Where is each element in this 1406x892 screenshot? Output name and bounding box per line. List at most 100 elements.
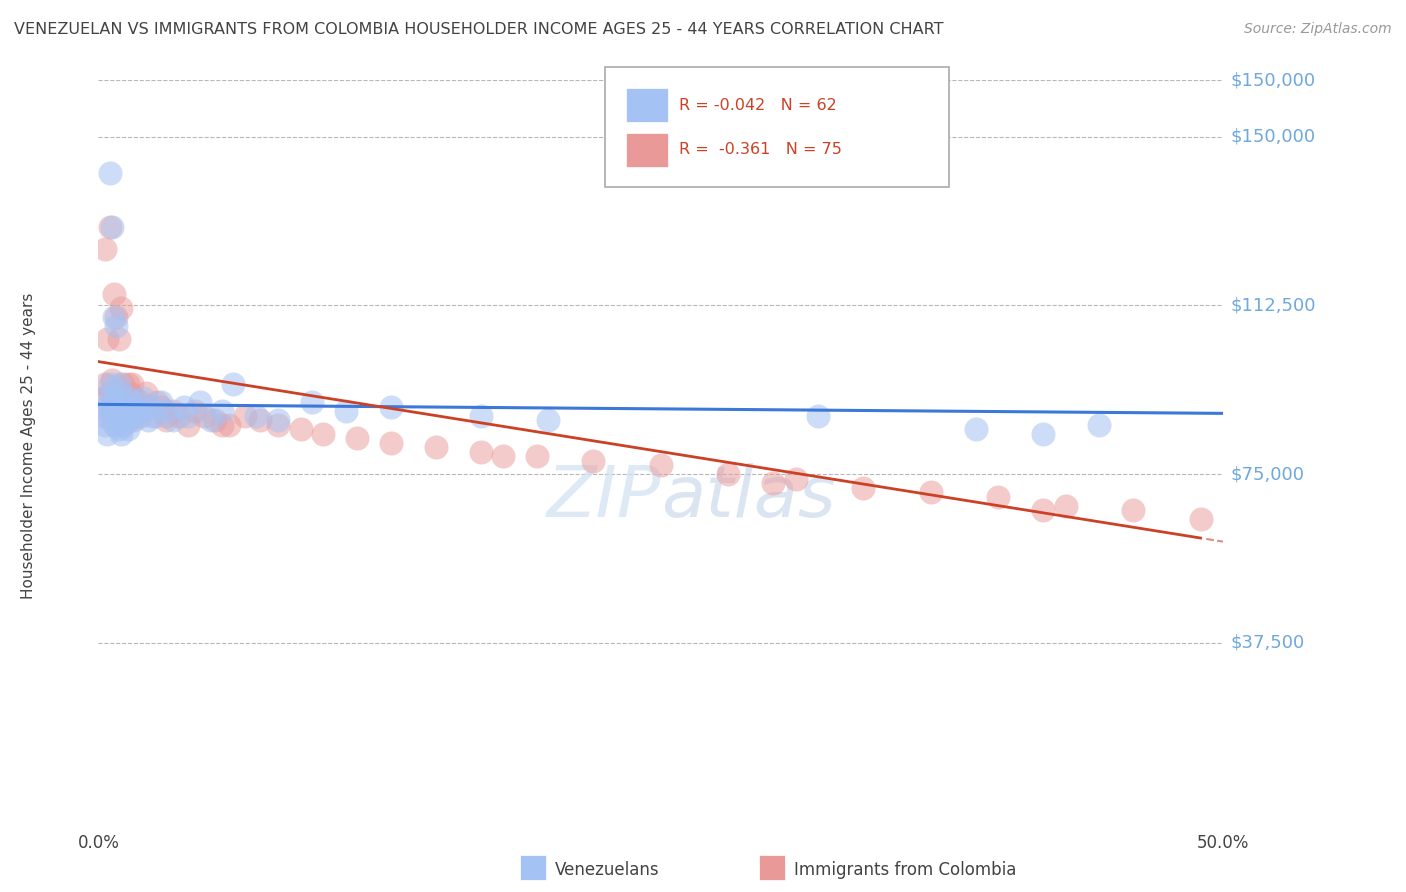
Point <box>380 400 402 414</box>
Point <box>762 476 785 491</box>
Point <box>218 417 240 432</box>
Point <box>150 395 173 409</box>
Point <box>98 219 121 234</box>
Point <box>135 386 157 401</box>
Point <box>132 391 155 405</box>
Point <box>141 409 163 423</box>
Point <box>125 400 148 414</box>
Point <box>114 400 136 414</box>
Point <box>110 400 132 414</box>
Point <box>105 310 128 324</box>
Point <box>114 391 136 405</box>
Point <box>233 409 256 423</box>
Point <box>267 413 290 427</box>
Point <box>94 417 117 432</box>
Text: 0.0%: 0.0% <box>77 834 120 852</box>
Point <box>346 431 368 445</box>
Point <box>150 400 173 414</box>
Text: $150,000: $150,000 <box>1230 71 1316 89</box>
Point <box>117 391 139 405</box>
Point <box>101 400 124 414</box>
Point <box>91 391 114 405</box>
Point <box>650 458 672 472</box>
Text: Source: ZipAtlas.com: Source: ZipAtlas.com <box>1244 22 1392 37</box>
Point <box>121 400 143 414</box>
Point <box>136 400 159 414</box>
Point <box>101 395 124 409</box>
Point <box>107 404 129 418</box>
Point <box>245 409 267 423</box>
Point <box>155 404 177 418</box>
Point <box>124 413 146 427</box>
Point <box>162 413 184 427</box>
Point <box>110 301 132 315</box>
Point <box>129 395 152 409</box>
Point <box>1088 417 1111 432</box>
Point <box>103 417 125 432</box>
Point <box>249 413 271 427</box>
Point <box>117 422 139 436</box>
Point <box>267 417 290 432</box>
Point <box>94 242 117 256</box>
Point <box>537 413 560 427</box>
Point <box>103 382 125 396</box>
Point <box>211 404 233 418</box>
Point <box>110 409 132 423</box>
Point <box>107 422 129 436</box>
Point <box>136 413 159 427</box>
Point <box>118 404 141 418</box>
Text: $75,000: $75,000 <box>1230 465 1305 483</box>
Point <box>1189 512 1212 526</box>
Point <box>785 472 807 486</box>
Point <box>121 377 143 392</box>
Point <box>117 409 139 423</box>
Point <box>143 409 166 423</box>
Point <box>582 453 605 467</box>
Point <box>987 490 1010 504</box>
Point <box>105 417 128 432</box>
Point <box>101 219 124 234</box>
Point <box>526 449 548 463</box>
Point <box>128 404 150 418</box>
Point <box>105 391 128 405</box>
Point <box>101 413 124 427</box>
Text: R =  -0.361   N = 75: R = -0.361 N = 75 <box>679 143 842 157</box>
Point <box>98 404 121 418</box>
Point <box>169 409 191 423</box>
Point <box>1032 503 1054 517</box>
Point <box>155 409 177 423</box>
Point <box>312 426 335 441</box>
Point <box>184 404 207 418</box>
Text: Immigrants from Colombia: Immigrants from Colombia <box>794 861 1017 879</box>
Point <box>1032 426 1054 441</box>
Point <box>425 440 447 454</box>
Text: $112,500: $112,500 <box>1230 296 1316 314</box>
Point <box>94 377 117 392</box>
Point <box>103 310 125 324</box>
Point <box>98 377 121 392</box>
Point <box>103 409 125 423</box>
Point <box>96 426 118 441</box>
Point <box>110 386 132 401</box>
Point <box>121 409 143 423</box>
Point <box>470 409 492 423</box>
Point <box>129 409 152 423</box>
Point <box>124 409 146 423</box>
Point <box>290 422 312 436</box>
Point <box>101 409 124 423</box>
Point <box>211 417 233 432</box>
Point <box>105 318 128 333</box>
Point <box>94 391 117 405</box>
Point <box>492 449 515 463</box>
Point <box>118 413 141 427</box>
Text: atlas: atlas <box>661 463 835 532</box>
Text: $37,500: $37,500 <box>1230 634 1305 652</box>
Point <box>162 404 184 418</box>
Point <box>807 409 830 423</box>
Point <box>1054 499 1077 513</box>
Point <box>146 395 169 409</box>
Point <box>110 413 132 427</box>
Point <box>110 426 132 441</box>
Text: $150,000: $150,000 <box>1230 128 1316 145</box>
Point <box>105 395 128 409</box>
